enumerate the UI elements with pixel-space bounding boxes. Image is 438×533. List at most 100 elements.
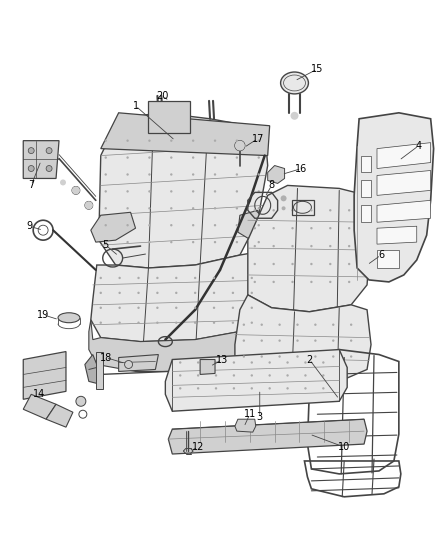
Polygon shape [377,226,417,244]
Circle shape [243,340,245,342]
Circle shape [99,306,102,309]
Circle shape [304,361,307,364]
Circle shape [148,207,151,209]
Circle shape [118,292,121,294]
Polygon shape [377,143,431,168]
Circle shape [138,277,140,279]
Circle shape [76,397,86,406]
Circle shape [232,292,234,294]
Circle shape [243,356,245,358]
Circle shape [322,361,325,364]
Circle shape [348,227,350,229]
Circle shape [214,140,216,142]
Circle shape [268,361,271,364]
Circle shape [258,190,260,192]
Circle shape [251,361,253,364]
Polygon shape [23,141,59,179]
Polygon shape [165,350,347,411]
Circle shape [329,245,332,247]
Circle shape [296,324,299,326]
Circle shape [214,241,216,244]
Circle shape [254,227,256,229]
Circle shape [279,356,281,358]
Circle shape [175,292,177,294]
Text: 7: 7 [28,181,34,190]
Circle shape [268,387,271,390]
Circle shape [194,306,196,309]
Circle shape [215,387,217,390]
Circle shape [72,187,80,195]
Text: 10: 10 [338,442,350,452]
Circle shape [60,180,66,185]
Circle shape [296,356,299,358]
Circle shape [105,173,107,176]
Circle shape [233,387,235,390]
Circle shape [310,263,313,265]
Circle shape [236,140,238,142]
Circle shape [170,207,173,209]
Polygon shape [377,200,431,222]
Circle shape [28,166,34,172]
Polygon shape [85,354,101,384]
Circle shape [46,166,52,172]
Circle shape [251,306,253,309]
Circle shape [105,156,107,159]
Circle shape [314,340,317,342]
Polygon shape [119,354,159,372]
Text: 2: 2 [306,354,313,365]
Polygon shape [99,113,268,268]
Text: 13: 13 [216,354,228,365]
Circle shape [99,321,102,324]
Polygon shape [101,113,270,156]
Circle shape [272,263,275,265]
Circle shape [291,227,294,229]
Circle shape [156,321,159,324]
Polygon shape [377,250,399,268]
Circle shape [232,277,234,279]
Circle shape [304,387,307,390]
Circle shape [148,173,151,176]
Polygon shape [238,211,265,238]
Ellipse shape [281,72,308,94]
Circle shape [261,356,263,358]
Circle shape [213,321,215,324]
Circle shape [148,156,151,159]
Circle shape [197,361,199,364]
Circle shape [127,224,129,227]
Circle shape [28,148,34,154]
Circle shape [213,292,215,294]
Circle shape [322,374,325,377]
Circle shape [175,321,177,324]
Circle shape [214,190,216,192]
Circle shape [290,112,298,120]
Text: 8: 8 [268,181,275,190]
Circle shape [236,156,238,159]
Circle shape [105,207,107,209]
Text: 6: 6 [378,250,384,260]
Circle shape [272,281,275,283]
Circle shape [272,209,275,212]
Circle shape [329,281,332,283]
Text: 20: 20 [156,91,169,101]
Text: 3: 3 [257,412,263,422]
Circle shape [192,224,194,227]
Circle shape [127,173,129,176]
Circle shape [350,356,352,358]
Circle shape [251,292,253,294]
Text: 16: 16 [295,164,307,174]
Circle shape [310,245,313,247]
Polygon shape [168,419,367,454]
Circle shape [99,292,102,294]
Circle shape [236,241,238,244]
Circle shape [236,224,238,227]
Circle shape [348,245,350,247]
Circle shape [148,241,151,244]
Polygon shape [354,113,434,282]
Circle shape [282,206,286,211]
Circle shape [258,207,260,209]
Circle shape [258,140,260,142]
Circle shape [291,281,294,283]
Circle shape [258,241,260,244]
Circle shape [258,156,260,159]
Circle shape [214,224,216,227]
